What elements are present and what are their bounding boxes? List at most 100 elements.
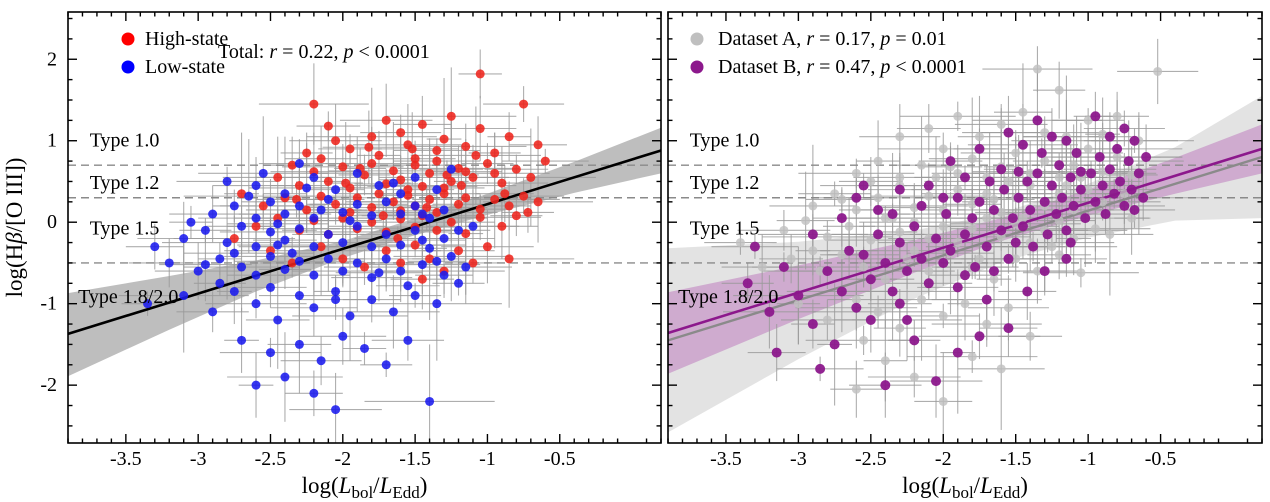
data-point [519,99,529,109]
data-point [461,229,471,239]
axes-spines [667,11,1263,444]
data-point [1061,225,1072,236]
data-point [1065,172,1076,183]
data-point [1047,242,1057,252]
data-point [953,168,963,178]
data-point [338,238,348,248]
data-point [917,295,927,305]
data-point [425,396,435,406]
data-point [302,148,312,158]
region-label: Type 1.5 [90,218,160,240]
data-point [923,180,934,191]
data-point [1109,188,1120,199]
data-point [360,262,369,272]
data-point [1017,221,1028,232]
data-point [316,191,326,201]
left-panel: Type 1.0 Type 1.2 Type 1.5 Type 1.8/2.0 High… [2,11,662,502]
data-point [844,245,855,256]
data-point [396,258,406,268]
data-point [1104,131,1115,142]
data-point [237,262,247,272]
data-point [251,213,261,223]
data-point [749,241,760,252]
data-point [475,212,485,222]
x-tick-label: -3 [790,448,807,470]
data-point [771,347,782,358]
data-point [822,315,832,325]
legend-marker [121,60,135,74]
data-point [851,192,862,203]
data-point [425,194,435,204]
data-point [352,258,362,268]
fit-line [668,147,1262,335]
data-point [996,119,1006,129]
data-point [909,203,919,213]
data-point [960,270,970,281]
data-point [902,314,913,325]
data-point [396,240,406,250]
data-point [895,323,905,333]
legend-label: High-state [145,28,228,50]
data-point [287,248,297,258]
data-point [294,256,304,266]
ticks [67,12,662,443]
data-point [1025,204,1036,215]
data-point [388,197,398,207]
data-point [924,191,934,201]
data-point [417,274,427,284]
data-point [504,201,514,211]
data-point [941,209,952,220]
data-point [222,176,232,186]
data-point [1018,213,1028,223]
data-point [461,167,471,177]
data-point [1061,181,1071,191]
data-point [374,189,384,199]
legend-label: Dataset B, r = 0.47, p < 0.0001 [718,56,967,78]
data-point [866,176,876,186]
data-point [895,227,905,237]
data-point [981,294,992,305]
data-point [364,142,374,152]
data-point [1069,160,1079,170]
data-point [1133,168,1144,179]
data-point [273,172,283,182]
data-point [1018,107,1028,117]
data-point [1097,180,1108,191]
data-point [316,356,326,366]
region-label: Type 1.0 [90,130,160,152]
data-point [265,227,275,237]
plot-area [668,38,1262,443]
data-point [229,248,239,258]
data-point [1022,176,1033,187]
data-point [1011,148,1021,158]
fit-line [68,149,661,336]
data-point [410,225,420,235]
data-point [1076,268,1086,278]
data-point [280,189,290,199]
data-point [960,299,970,309]
data-point [432,156,442,166]
data-point [540,156,550,166]
data-point [1105,229,1115,239]
data-point [497,178,507,188]
data-point [468,172,478,182]
data-point [859,262,869,272]
data-point [309,99,319,109]
data-point [873,193,883,203]
data-point [345,216,355,226]
data-point [229,233,239,243]
data-point [924,233,934,243]
data-point [352,193,362,203]
data-point [988,204,999,215]
x-axis-title: log(Lbol/LEdd) [302,473,428,502]
data-point [251,221,261,231]
data-point [1007,213,1018,224]
region-label: Type 1.8/2.0 [78,286,178,308]
data-point [439,134,449,144]
data-point [237,221,247,231]
data-point [1042,229,1053,240]
data-point [974,331,985,342]
data-point [533,197,543,207]
data-point [1138,192,1149,203]
data-point [851,168,861,178]
